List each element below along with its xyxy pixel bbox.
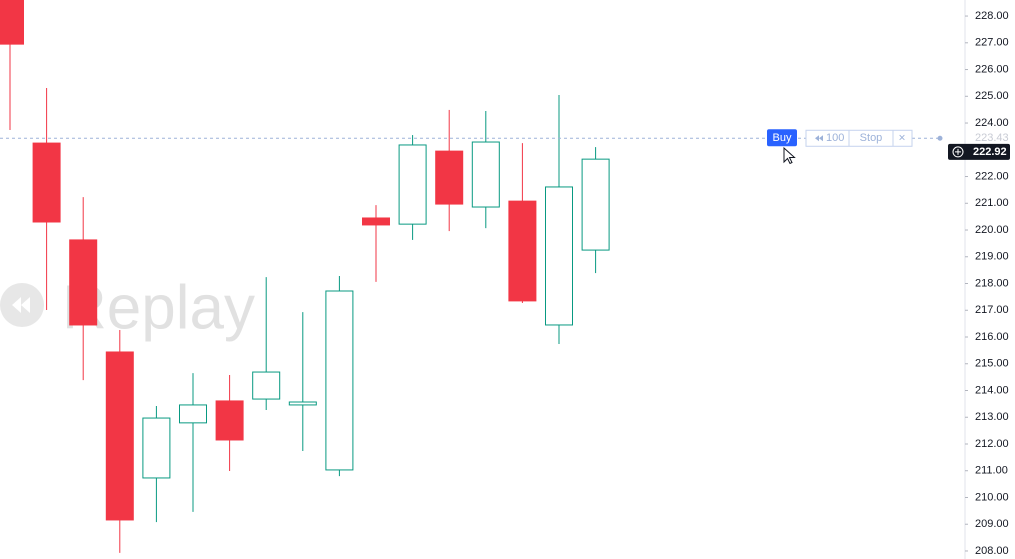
candle-body xyxy=(215,400,244,441)
candle-body xyxy=(179,404,207,424)
replay-icon-arrows xyxy=(12,297,30,313)
candle-body xyxy=(435,150,464,205)
replay-icon xyxy=(0,283,44,327)
candle-body xyxy=(105,351,134,521)
y-tick-label: 216.00 xyxy=(975,331,1009,343)
order-dot xyxy=(937,135,943,141)
y-tick-label: 220.00 xyxy=(975,224,1009,236)
order-box xyxy=(805,129,913,147)
y-tick-label: 225.00 xyxy=(975,90,1009,102)
y-tick-label: 210.00 xyxy=(975,491,1009,503)
candle-body xyxy=(32,142,61,223)
buy-button[interactable]: Buy xyxy=(773,132,792,144)
y-tick-label: 209.00 xyxy=(975,518,1009,530)
add-icon-plus xyxy=(955,148,961,155)
y-tick-label: 224.00 xyxy=(975,117,1009,129)
y-tick-label: 214.00 xyxy=(975,384,1009,396)
price-axis: 208.00 209.00 210.00 211.00 212.00 213.00 214.… xyxy=(948,10,1010,557)
candle-body xyxy=(545,186,573,326)
y-tick-label: 211.00 xyxy=(975,465,1008,477)
y-tick-label: 226.00 xyxy=(975,63,1009,75)
candle-body xyxy=(288,401,317,406)
mouse-cursor xyxy=(783,146,796,165)
y-tick-label: 208.00 xyxy=(975,545,1009,557)
candle-body xyxy=(362,217,390,226)
candle-body xyxy=(0,0,24,45)
order-price-label: 223.43 xyxy=(975,132,1009,144)
buy-button-bg[interactable] xyxy=(767,129,797,147)
add-icon[interactable] xyxy=(952,146,964,158)
y-tick-label: 228.00 xyxy=(975,10,1009,22)
order-type[interactable]: Stop xyxy=(860,132,883,144)
candles xyxy=(0,0,610,553)
last-price-tag xyxy=(948,143,1010,160)
y-tick-label: 221.00 xyxy=(975,197,1009,209)
candle-body xyxy=(581,158,610,251)
candle-body xyxy=(325,290,354,471)
candle-body xyxy=(252,371,281,400)
y-tick-label: 212.00 xyxy=(975,438,1009,450)
y-tick-label: 218.00 xyxy=(975,277,1009,289)
y-tick-label: 222.00 xyxy=(975,170,1009,182)
candle-body xyxy=(142,417,171,479)
order-quantity: 100 xyxy=(826,132,844,144)
order-line: 223.43 Buy 100 Stop × xyxy=(0,129,1009,147)
y-tick-label: 219.00 xyxy=(975,251,1009,263)
y-tick-label: 215.00 xyxy=(975,358,1009,370)
y-tick-label: 213.00 xyxy=(975,411,1009,423)
candle-body xyxy=(508,200,537,302)
candle-body xyxy=(471,141,500,208)
y-tick-label: 217.00 xyxy=(975,304,1009,316)
quantity-arrows xyxy=(815,135,823,142)
candle-body xyxy=(398,144,427,225)
order-close[interactable]: × xyxy=(898,130,905,144)
y-tick-label: 227.00 xyxy=(975,37,1009,49)
last-price-label: 222.92 xyxy=(973,146,1007,158)
candle-body xyxy=(69,239,98,326)
